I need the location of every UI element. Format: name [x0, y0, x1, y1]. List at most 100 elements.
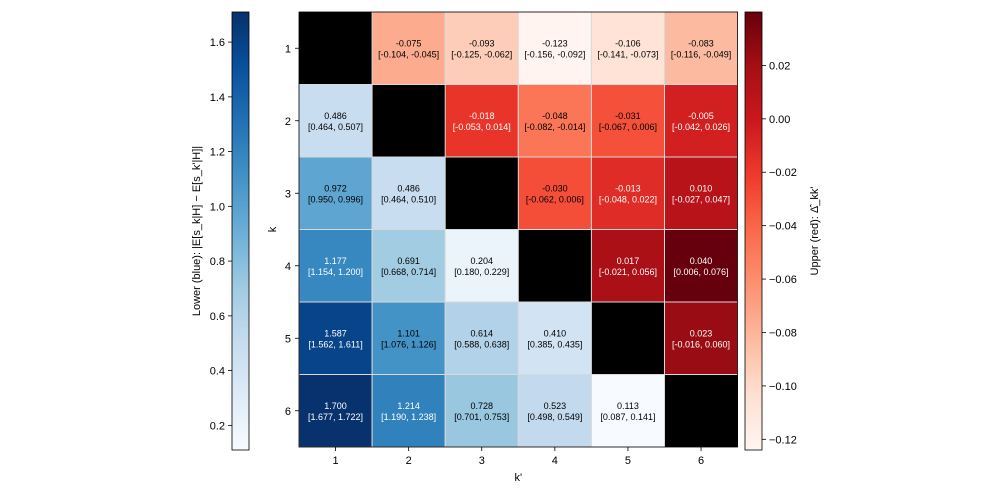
- lower-colorbar-tick-label: 1.6: [210, 37, 225, 49]
- upper-cell-2-4: [517, 84, 592, 158]
- lower-cell-value-6-2: 1.214: [397, 401, 420, 411]
- diagonal-cell-3: [445, 157, 519, 230]
- lower-cell-value-6-5: 0.113: [617, 401, 639, 411]
- upper-cell-value-2-5: -0.031: [615, 111, 641, 121]
- lower-cell-value-5-4: 0.410: [544, 328, 567, 338]
- upper-cell-3-4: [517, 156, 592, 230]
- lower-cell-ci-4-1: [1.154, 1.200]: [308, 267, 363, 277]
- lower-cell-6-2: [371, 374, 446, 448]
- upper-cell-ci-1-6: [-0.116, -0.049]: [671, 49, 731, 59]
- lower-cell-value-5-1: 1.587: [324, 328, 347, 338]
- lower-cell-5-3: [444, 301, 519, 375]
- upper-cell-value-1-6: -0.083: [688, 38, 714, 48]
- upper-colorbar-bar: [744, 11, 763, 451]
- x-tick-label: 5: [625, 455, 631, 467]
- lower-cell-ci-4-2: [0.668, 0.714]: [381, 267, 436, 277]
- upper-cell-ci-5-6: [-0.016, 0.060]: [672, 339, 730, 349]
- upper-cell-value-2-4: -0.048: [542, 111, 568, 121]
- upper-cell-value-1-2: -0.075: [396, 38, 422, 48]
- upper-cell-value-2-6: -0.005: [688, 111, 714, 121]
- upper-cell-2-5: [590, 84, 666, 158]
- lower-cell-value-3-1: 0.972: [324, 183, 347, 193]
- x-tick-label: 3: [479, 455, 485, 467]
- lower-cell-6-4: [517, 374, 592, 448]
- y-tick-label: 6: [285, 406, 291, 418]
- lower-cell-ci-4-3: [0.180, 0.229]: [454, 267, 509, 277]
- upper-cell-4-5: [590, 229, 666, 303]
- lower-cell-6-3: [444, 374, 519, 448]
- upper-cell-value-2-3: -0.018: [469, 111, 495, 121]
- lower-cell-5-2: [371, 301, 446, 375]
- lower-colorbar-tick-label: 0.8: [210, 256, 225, 268]
- lower-cell-ci-5-4: [0.385, 0.435]: [527, 339, 582, 349]
- diagonal-cell-1: [299, 12, 373, 85]
- diagonal-cell-4: [518, 229, 592, 302]
- upper-cell-2-6: [664, 84, 739, 158]
- upper-cell-value-1-5: -0.106: [615, 38, 641, 48]
- upper-cell-2-3: [444, 84, 519, 158]
- upper-colorbar-tick-label: −0.06: [769, 274, 797, 286]
- diagonal-cell-5: [591, 302, 665, 375]
- upper-cell-ci-3-6: [-0.027, 0.047]: [672, 194, 730, 204]
- lower-cell-value-4-1: 1.177: [324, 256, 347, 266]
- lower-cell-5-1: [298, 301, 373, 375]
- upper-cell-5-6: [664, 301, 739, 375]
- upper-cell-ci-3-5: [-0.048, 0.022]: [599, 194, 657, 204]
- diagonal-cell-6: [664, 374, 738, 447]
- y-tick-label: 3: [285, 188, 291, 200]
- upper-cell-ci-1-3: [-0.125, -0.062]: [451, 49, 512, 59]
- lower-cell-6-1: [298, 374, 373, 448]
- x-axis-label: k': [514, 472, 522, 484]
- upper-cell-ci-2-4: [-0.082, -0.014]: [524, 122, 585, 132]
- diagonal-cell-2: [372, 84, 446, 157]
- lower-cell-value-4-3: 0.204: [470, 256, 493, 266]
- lower-colorbar-tick-label: 1.2: [210, 147, 225, 159]
- lower-colorbar-tick-label: 0.4: [210, 366, 225, 378]
- upper-cell-1-2: [371, 11, 446, 85]
- colorbar-lower-blue: 0.2 0.4 0.6 0.8 1.0 1.2 1.4 1.6 Lower (blue): |E…: [191, 11, 250, 451]
- upper-cell-value-1-4: -0.123: [542, 38, 568, 48]
- lower-colorbar-bar: [231, 11, 250, 451]
- lower-cell-4-3: [444, 229, 519, 303]
- lower-cell-value-6-4: 0.523: [544, 401, 567, 411]
- upper-cell-1-3: [444, 11, 519, 85]
- upper-colorbar-tick-label: −0.12: [769, 434, 797, 446]
- upper-cell-ci-1-2: [-0.104, -0.045]: [378, 49, 439, 59]
- upper-colorbar-tick-label: −0.04: [769, 221, 797, 233]
- lower-cell-6-5: [590, 374, 666, 448]
- lower-cell-ci-2-1: [0.464, 0.507]: [308, 122, 363, 132]
- lower-cell-ci-5-1: [1.562, 1.611]: [308, 339, 362, 349]
- lower-cell-ci-6-5: [0.087, 0.141]: [600, 412, 655, 422]
- upper-colorbar-tick-label: −0.10: [769, 381, 797, 393]
- lower-cell-ci-3-2: [0.464, 0.510]: [381, 194, 436, 204]
- upper-cell-ci-4-5: [-0.021, 0.056]: [599, 267, 657, 277]
- lower-cell-value-5-3: 0.614: [470, 328, 493, 338]
- lower-cell-value-5-2: 1.101: [397, 328, 420, 338]
- lower-cell-ci-6-2: [1.190, 1.238]: [381, 412, 436, 422]
- lower-cell-3-1: [298, 156, 373, 230]
- upper-cell-1-4: [517, 11, 592, 85]
- upper-cell-1-5: [590, 11, 666, 85]
- x-tick-label: 6: [698, 455, 704, 467]
- lower-cell-5-4: [517, 301, 592, 375]
- upper-colorbar-label: Upper (red): Δ̂_kk': [809, 187, 821, 276]
- lower-cell-value-2-1: 0.486: [324, 111, 347, 121]
- lower-cell-ci-6-3: [0.701, 0.753]: [454, 412, 509, 422]
- upper-cell-ci-2-6: [-0.042, 0.026]: [672, 122, 730, 132]
- upper-colorbar-tick-label: 0.02: [769, 60, 790, 72]
- upper-cell-1-6: [664, 11, 739, 85]
- lower-cell-value-6-1: 1.700: [324, 401, 347, 411]
- upper-cell-value-3-4: -0.030: [542, 183, 568, 193]
- upper-cell-value-3-6: 0.010: [690, 183, 713, 193]
- lower-colorbar-tick-label: 0.2: [210, 420, 225, 432]
- lower-colorbar-label: Lower (blue): |E[s_k|H] − E[s_k'|H]|: [191, 146, 203, 316]
- lower-colorbar-tick-label: 0.6: [210, 311, 225, 323]
- lower-cell-value-6-3: 0.728: [470, 401, 493, 411]
- upper-cell-3-6: [664, 156, 739, 230]
- lower-cell-3-2: [371, 156, 446, 230]
- lower-cell-value-4-2: 0.691: [397, 256, 420, 266]
- x-tick-label: 1: [332, 455, 338, 467]
- lower-cell-ci-6-1: [1.677, 1.722]: [308, 412, 363, 422]
